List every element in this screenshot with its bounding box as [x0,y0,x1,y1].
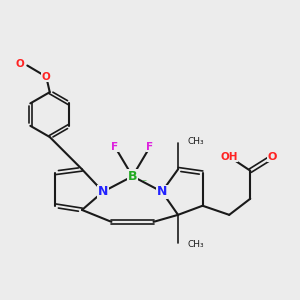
Text: N: N [157,185,167,198]
Text: N: N [98,185,108,198]
Text: O: O [268,152,278,162]
Text: CH₃: CH₃ [188,240,205,249]
Text: O: O [16,59,25,69]
Text: ⁻: ⁻ [142,178,147,188]
Text: CH₃: CH₃ [188,137,205,146]
Text: F: F [111,142,118,152]
Text: B: B [128,170,137,183]
Text: O: O [42,72,51,82]
Text: OH: OH [220,152,238,162]
Text: F: F [146,142,154,152]
